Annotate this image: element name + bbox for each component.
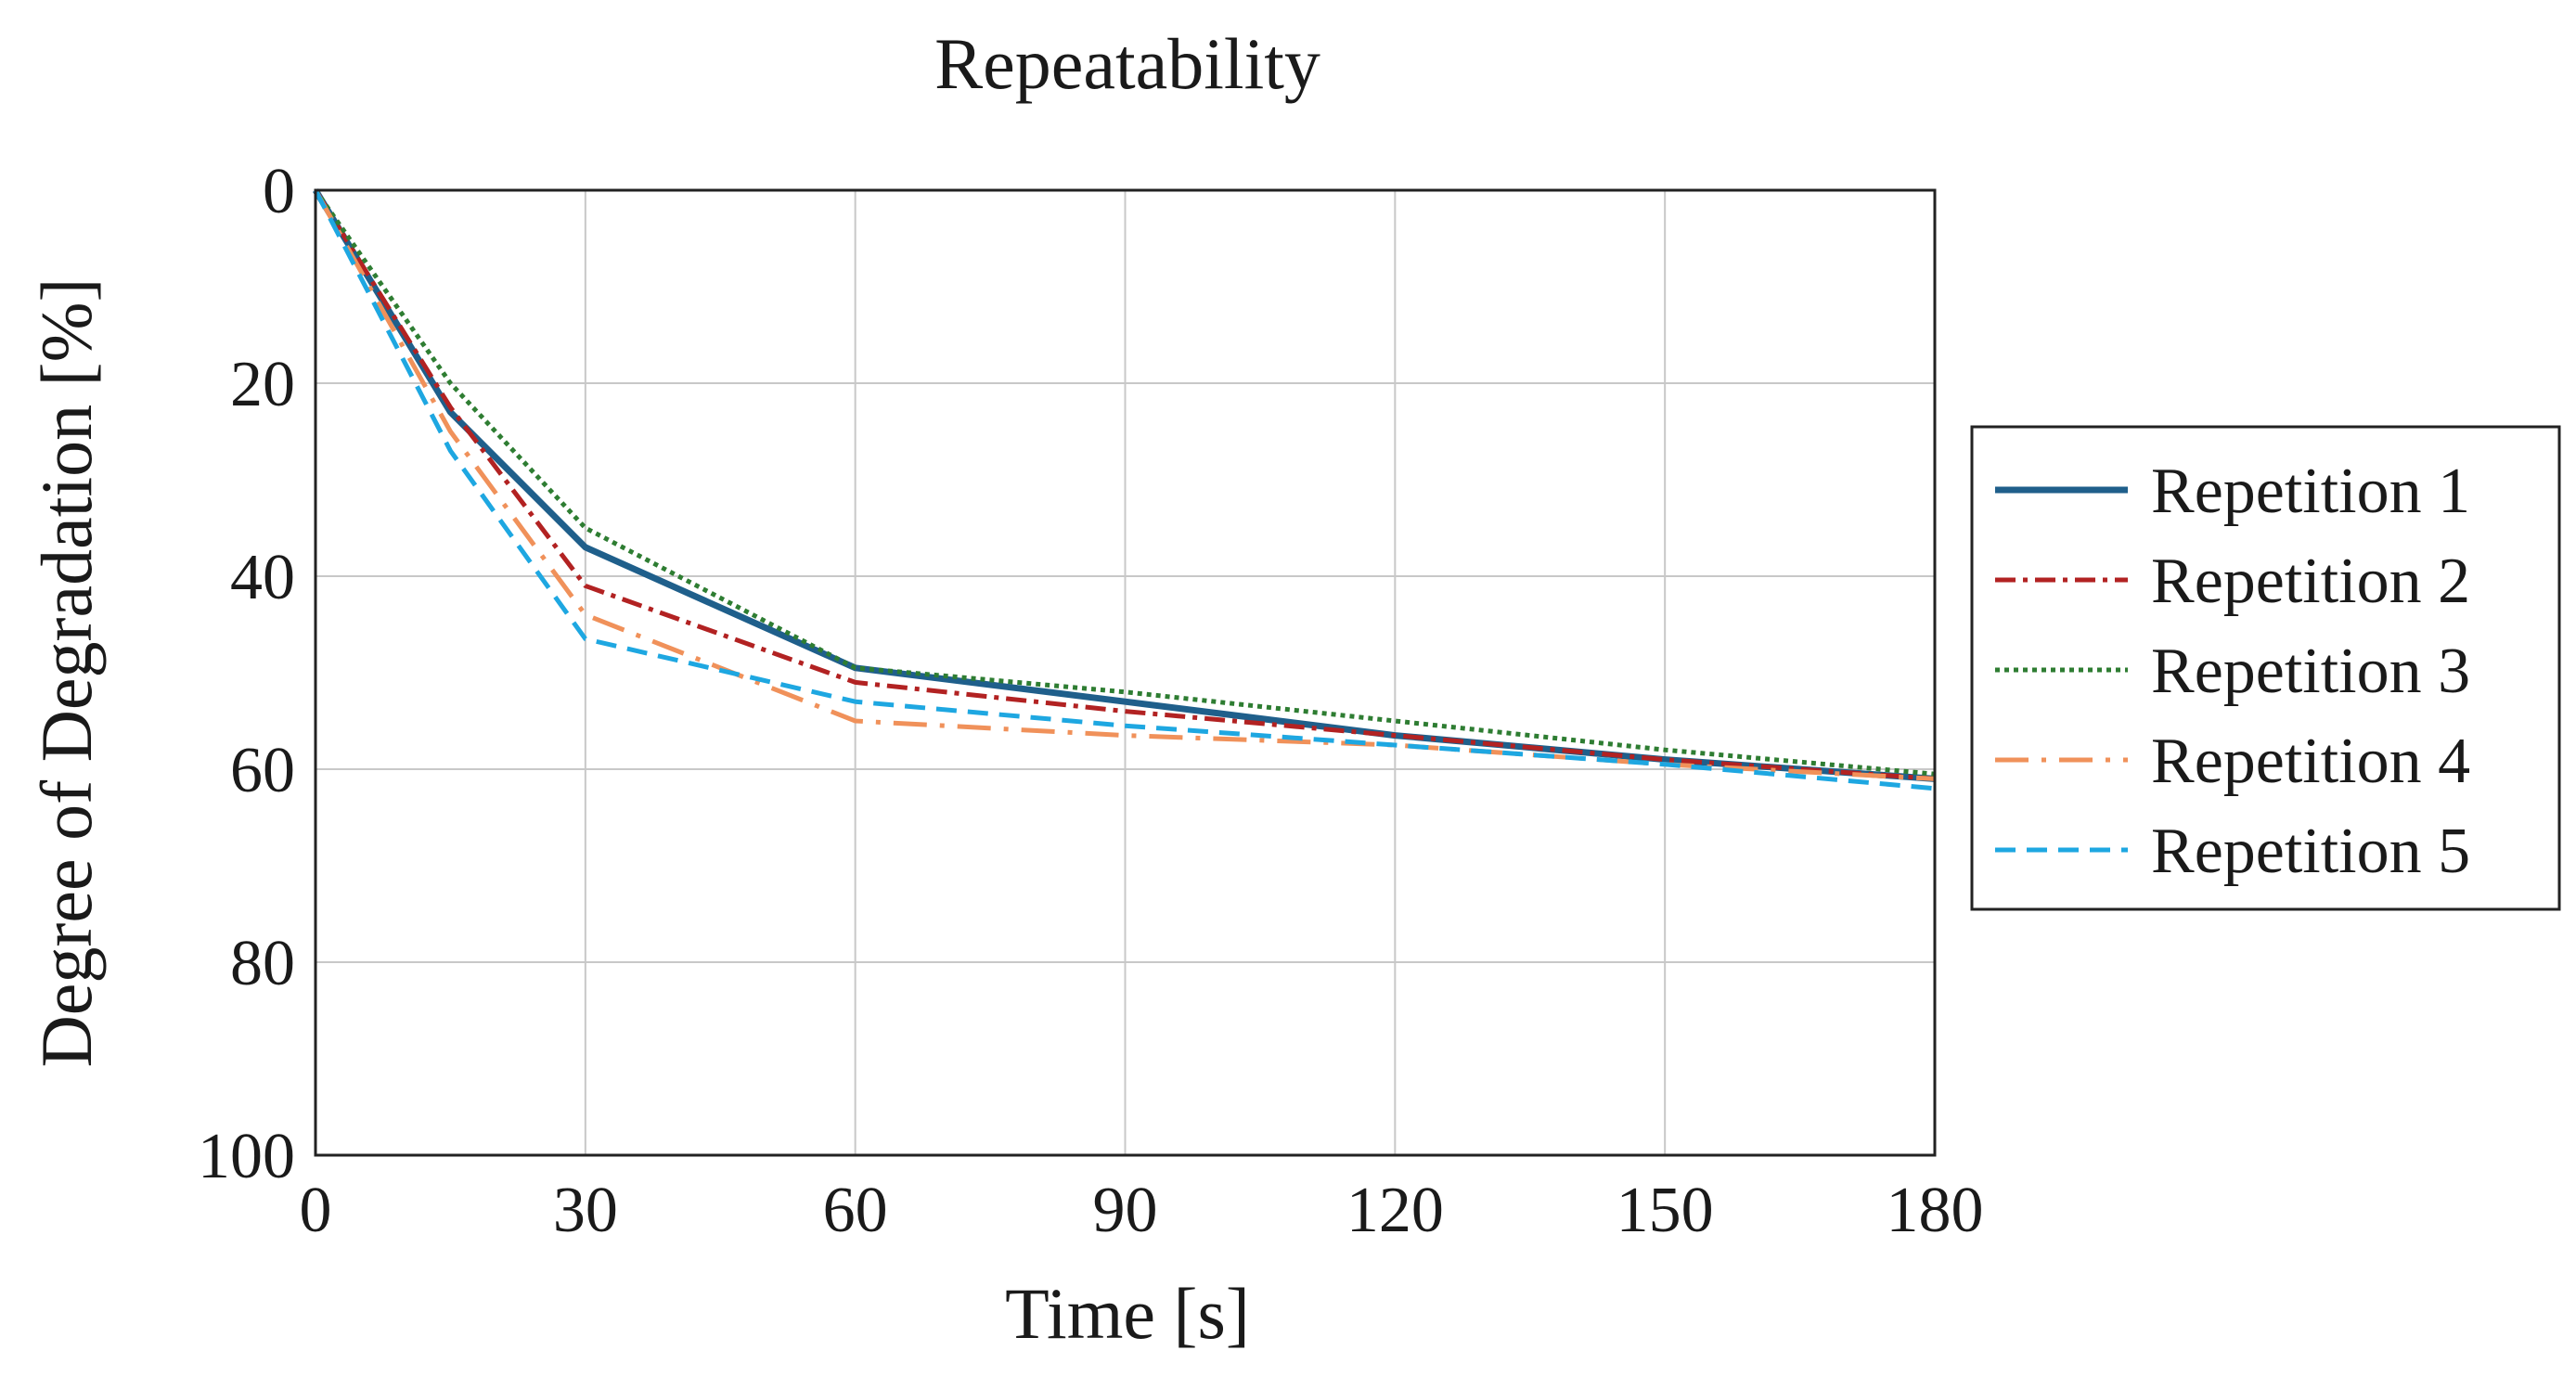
y-tick-label: 20	[230, 349, 295, 420]
y-tick-label: 100	[198, 1121, 295, 1192]
x-tick-label: 150	[1616, 1175, 1714, 1246]
plot-frame	[314, 188, 1937, 1157]
series-group	[313, 188, 1936, 791]
x-tick-label: 30	[553, 1175, 618, 1246]
y-tick-label: 80	[230, 928, 295, 999]
legend-label-4: Repetition 4	[2151, 726, 2470, 797]
legend: Repetition 1 Repetition 2 Repetition 3 Repe…	[1970, 425, 2561, 911]
legend-label-3: Repetition 3	[2151, 636, 2470, 707]
x-tick-label: 180	[1887, 1175, 1984, 1246]
chart-title: Repeatability	[934, 23, 1320, 104]
x-tick-label: 60	[823, 1175, 888, 1246]
x-axis-label: Time [s]	[1005, 1273, 1250, 1354]
y-tick-label: 60	[230, 735, 295, 806]
series-line-3	[313, 188, 1936, 777]
legend-items: Repetition 1 Repetition 2 Repetition 3 Repe…	[1995, 456, 2470, 887]
legend-label-5: Repetition 5	[2151, 816, 2470, 887]
y-tick-label: 40	[230, 542, 295, 613]
x-tick-label: 90	[1093, 1175, 1158, 1246]
x-tick-label: 0	[300, 1175, 332, 1246]
x-axis-ticks: 0 30 60 90 120 150 180	[300, 1175, 1984, 1246]
legend-label-2: Repetition 2	[2151, 546, 2470, 617]
legend-label-1: Repetition 1	[2151, 456, 2470, 527]
y-tick-label: 0	[263, 156, 295, 227]
y-axis-label: Degree of Degradation [%]	[26, 277, 107, 1067]
series-line-4	[313, 188, 1936, 781]
x-tick-label: 120	[1346, 1175, 1444, 1246]
series-line-2	[313, 188, 1936, 781]
y-axis-ticks: 0 20 40 60 80 100	[198, 156, 295, 1192]
series-line-5	[313, 188, 1936, 791]
